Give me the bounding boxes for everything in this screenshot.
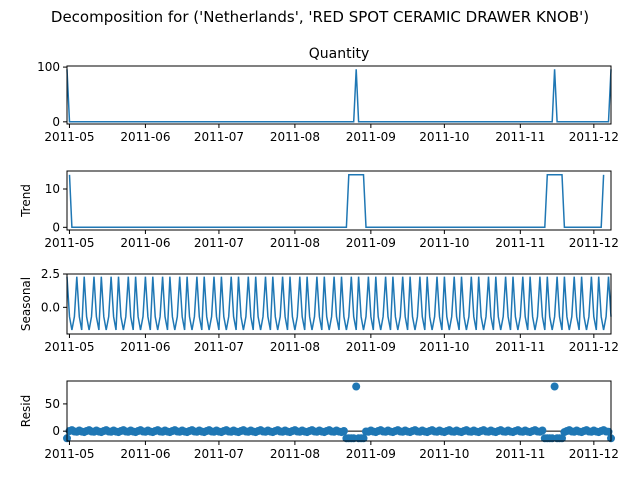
x-tick-label: 2011-12 [569,130,619,144]
x-tick-label: 2011-06 [120,447,170,461]
panel-2: Trend 0 10 2011-05 2011-06 2011-07 2011-08 2011… [19,170,619,250]
y-axis-label: Trend [19,184,33,218]
resid-point [359,434,368,443]
x-tick-label: 2011-07 [194,130,244,144]
x-tick-label: 2011-06 [120,236,170,250]
resid-point [339,427,348,435]
x-tick-label: 2011-08 [270,130,320,144]
figure-suptitle: Decomposition for ('Netherlands', 'RED S… [51,8,589,26]
x-tick-label: 2011-12 [569,447,619,461]
series-line-1 [66,69,612,123]
y-axis-label: Seasonal [19,277,33,331]
x-tick-label: 2011-05 [44,447,94,461]
x-tick-label: 2011-09 [346,130,396,144]
y-axis-label: Resid [19,395,33,427]
y-tick-label: 50 [45,397,60,411]
y-tick-label: 0 [52,220,60,234]
x-tick-label: 2011-07 [194,236,244,250]
panel-title: Quantity [309,46,370,62]
x-tick-label: 2011-06 [120,130,170,144]
x-tick-label: 2011-11 [495,447,545,461]
x-tick-label: 2011-11 [495,340,545,354]
resid-point [558,434,566,443]
panel-1: Quantity 0 100 2011-05 2011-06 2011-07 2011-08… [37,46,619,144]
x-tick-label: 2011-06 [120,340,170,354]
resid-point [538,426,547,435]
resid-point [550,382,559,391]
x-tick-label: 2011-12 [569,340,619,354]
seasonal-line [66,276,612,331]
x-tick-label: 2011-08 [270,236,320,250]
x-tick-label: 2011-11 [495,236,545,250]
x-tick-label: 2011-09 [346,236,396,250]
y-tick-label: 10 [45,182,60,196]
y-tick-label: 0 [52,115,60,129]
x-tick-label: 2011-12 [569,236,619,250]
x-tick-label: 2011-10 [419,340,469,354]
x-tick-label: 2011-11 [495,130,545,144]
axes-frame [66,65,612,125]
x-tick-label: 2011-07 [194,340,244,354]
x-tick-label: 2011-07 [194,447,244,461]
axes-frame [66,380,612,442]
series-line-1 [68,174,605,229]
x-tick-label: 2011-10 [419,236,469,250]
x-tick-label: 2011-10 [419,130,469,144]
x-tick-label: 2011-08 [270,340,320,354]
x-tick-label: 2011-05 [44,340,94,354]
panel-4: Resid 0 50 2011-05 2011-06 2011-07 2011-08 2011… [19,380,619,461]
x-tick-label: 2011-10 [419,447,469,461]
x-tick-label: 2011-05 [44,130,94,144]
resid-point [352,382,361,391]
x-tick-label: 2011-09 [346,340,396,354]
y-tick-label: 0 [52,424,60,438]
y-tick-label: 2.5 [41,267,60,281]
panel-3: Seasonal 0.0 2.5 2011-05 2011-06 2011-07 2011-… [19,267,619,354]
axes-frame [66,273,612,335]
axes-frame [66,170,612,231]
x-tick-label: 2011-08 [270,447,320,461]
x-tick-label: 2011-05 [44,236,94,250]
y-tick-label: 100 [37,60,60,74]
x-tick-label: 2011-09 [346,447,396,461]
y-tick-label: 0.0 [41,300,60,314]
